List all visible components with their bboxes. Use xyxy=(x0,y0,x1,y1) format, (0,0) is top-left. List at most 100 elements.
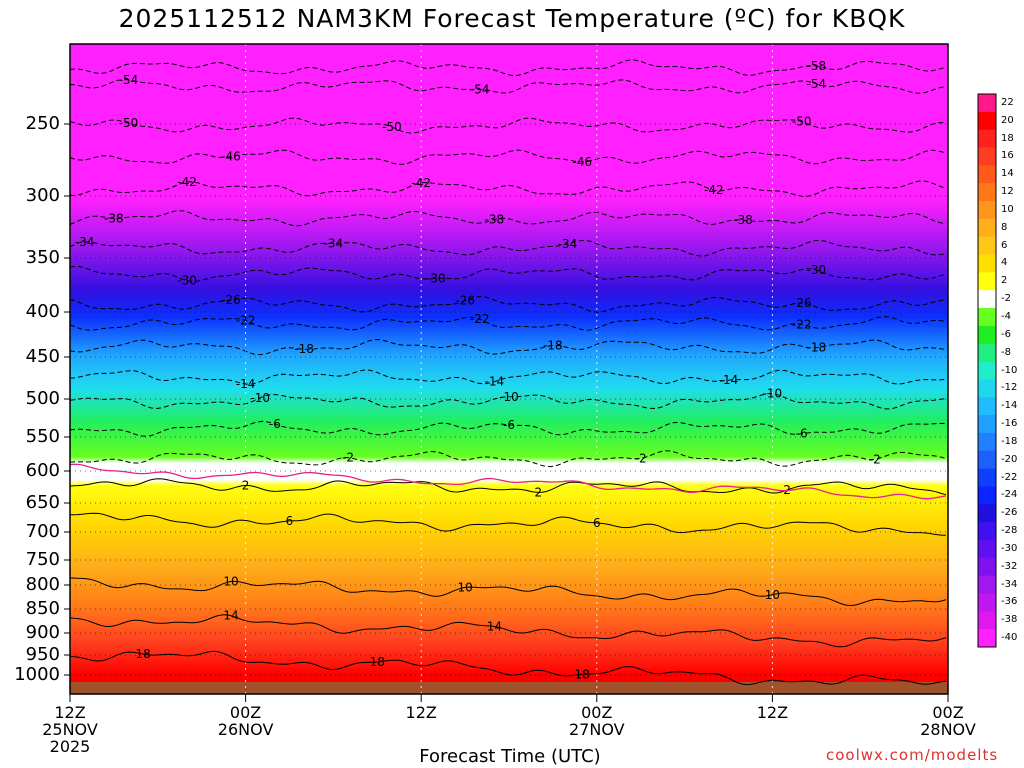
colorbar-segment xyxy=(978,272,996,291)
colorbar-segment xyxy=(978,290,996,309)
isotherm-line xyxy=(69,338,947,356)
colorbar-segment xyxy=(978,629,996,648)
isotherm-label: -42 xyxy=(704,183,724,197)
colorbar-segment xyxy=(978,415,996,434)
isotherm-line xyxy=(69,239,947,257)
chart-title: 2025112512 NAM3KM Forecast Temperature (… xyxy=(118,4,906,33)
y-tick-label: 250 xyxy=(25,113,60,134)
colorbar-segment xyxy=(978,147,996,166)
isotherm-label: -2 xyxy=(635,451,647,465)
colorbar-label: -32 xyxy=(1001,560,1018,572)
isotherm-line xyxy=(69,117,947,134)
isotherm-line xyxy=(70,512,947,536)
x-tick-label: 00Z 26NOV xyxy=(217,703,274,739)
isotherm-line xyxy=(69,650,947,686)
y-tick-label: 300 xyxy=(25,185,60,206)
isotherm-label: -42 xyxy=(411,176,431,190)
colorbar-segment xyxy=(978,468,996,487)
isotherm-line xyxy=(69,79,947,94)
isotherm-label: -42 xyxy=(177,175,197,189)
colorbar-segment xyxy=(978,236,996,256)
isotherm-line xyxy=(69,265,947,282)
isotherm-label: 18 xyxy=(575,667,590,681)
y-tick-label: 450 xyxy=(25,346,60,367)
colorbar-label: 18 xyxy=(1001,132,1014,144)
y-tick-label: 500 xyxy=(25,388,60,409)
isotherm-label: -34 xyxy=(75,235,95,249)
temperature-field xyxy=(70,44,948,694)
isotherm-label: -14 xyxy=(236,377,256,391)
colorbar-segment xyxy=(978,254,996,273)
colorbar-label: 8 xyxy=(1001,221,1008,233)
colorbar-segment xyxy=(978,379,996,398)
colorbar-label: 20 xyxy=(1001,114,1014,126)
isotherm-label: 6 xyxy=(593,516,601,530)
colorbar-label: -8 xyxy=(1001,346,1011,358)
colorbar-segment xyxy=(978,165,996,184)
y-tick-label: 850 xyxy=(25,598,60,619)
colorbar-segment xyxy=(978,522,996,541)
y-tick-label: 400 xyxy=(25,301,60,322)
colorbar-segment xyxy=(978,361,996,380)
isotherm-label: -58 xyxy=(806,59,826,73)
y-tick-label: 1000 xyxy=(14,664,60,685)
isotherm-label: -30 xyxy=(806,263,826,277)
colorbar-segment xyxy=(978,325,996,345)
isotherm-label: -14 xyxy=(485,375,505,389)
colorbar-label: -10 xyxy=(1001,364,1018,376)
colorbar-label: -26 xyxy=(1001,507,1018,519)
isotherm-label: -26 xyxy=(455,294,475,308)
isotherm-line xyxy=(69,577,947,607)
isotherm-label: 18 xyxy=(136,647,151,661)
colorbar-segment xyxy=(978,183,996,202)
y-tick-label: 650 xyxy=(25,492,60,513)
isotherm-label: 10 xyxy=(223,574,238,588)
isotherm-label: 6 xyxy=(286,514,294,528)
isotherm-line xyxy=(69,478,947,496)
colorbar-segment xyxy=(978,450,996,470)
isotherm-label: 2 xyxy=(534,485,542,499)
colorbar-label: 22 xyxy=(1001,96,1014,108)
y-tick-label: 700 xyxy=(25,521,60,542)
colorbar-frame xyxy=(977,93,997,648)
y-tick-label: 550 xyxy=(25,426,60,447)
isotherm-label: -22 xyxy=(470,312,490,326)
colorbar-label: 4 xyxy=(1001,257,1008,269)
isotherm-line xyxy=(69,369,947,385)
isotherm-label: -50 xyxy=(382,120,402,134)
x-axis-title: Forecast Time (UTC) xyxy=(419,746,601,767)
isotherm-label: -10 xyxy=(250,391,270,405)
isotherm-line xyxy=(69,210,947,227)
isotherm-label: -6 xyxy=(503,418,515,432)
freezing-line xyxy=(69,463,947,500)
isotherm-label: -26 xyxy=(221,293,241,307)
isotherm-label: -2 xyxy=(869,452,881,466)
colorbar-label: 2 xyxy=(1001,275,1008,287)
colorbar-label: 6 xyxy=(1001,239,1008,251)
colorbar-label: -22 xyxy=(1001,471,1018,483)
isotherm-line xyxy=(69,450,947,468)
colorbar-label: -28 xyxy=(1001,525,1018,537)
colorbar-label: -34 xyxy=(1001,578,1018,590)
colorbar-label: 10 xyxy=(1001,203,1014,215)
isotherm-label: -18 xyxy=(543,339,563,353)
isotherm-label: -26 xyxy=(792,296,812,310)
isotherm-label: 10 xyxy=(765,588,780,602)
isotherm-label: -6 xyxy=(796,427,808,441)
colorbar-label: -6 xyxy=(1001,328,1011,340)
y-tick-label: 950 xyxy=(25,644,60,665)
isotherm-line xyxy=(69,180,947,197)
colorbar-segment xyxy=(978,557,996,577)
colorbar-label: -38 xyxy=(1001,614,1018,626)
isotherm-label: -14 xyxy=(719,373,739,387)
colorbar-segment xyxy=(978,593,996,612)
y-tick-label: 350 xyxy=(25,247,60,268)
colorbar-label: -16 xyxy=(1001,418,1018,430)
colorbar-label: -36 xyxy=(1001,596,1018,608)
isotherm-label: 14 xyxy=(487,619,502,633)
isotherm-label: -38 xyxy=(104,211,124,225)
colorbar-label: -12 xyxy=(1001,382,1018,394)
isotherm-label: -50 xyxy=(792,115,812,129)
colorbar-label: -14 xyxy=(1001,400,1018,412)
